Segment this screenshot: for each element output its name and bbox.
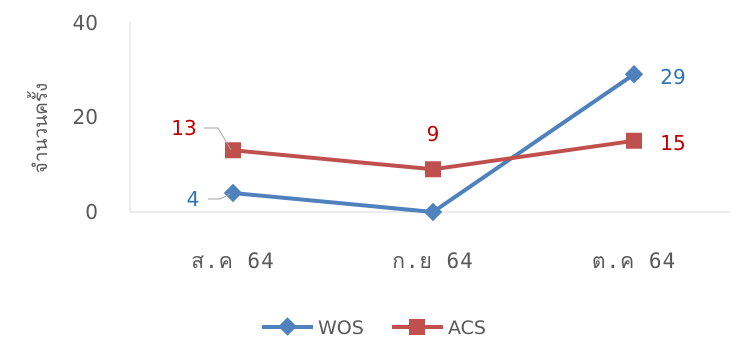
- data-point-wos-aug: [223, 183, 243, 203]
- data-point-wos-sep: [423, 202, 443, 222]
- series-acs: [225, 132, 642, 178]
- data-label-wos-aug: 4: [187, 187, 200, 211]
- legend-acs-label: ACS: [448, 317, 486, 339]
- y-tick-label-20: 20: [73, 105, 98, 129]
- data-label-wos-oct: 29: [660, 65, 685, 89]
- x-tick-label-aug: ส.ค 64: [191, 249, 274, 273]
- y-tick-label-40: 40: [73, 11, 98, 35]
- data-label-acs-sep: 9: [427, 122, 440, 146]
- y-tick-label-0: 0: [85, 200, 98, 224]
- y-axis-title: จำนวนครั้ง: [27, 83, 52, 174]
- legend-wos-marker: [278, 317, 297, 336]
- data-label-acs-oct: 15: [660, 131, 685, 155]
- leader-line-wos-aug: [208, 193, 231, 200]
- legend-wos-label: WOS: [318, 317, 364, 339]
- data-point-wos-oct: [624, 65, 644, 84]
- leader-line-acs-aug: [204, 127, 232, 151]
- data-label-acs-aug: 13: [171, 116, 196, 140]
- series-wos: [223, 65, 644, 222]
- x-tick-label-sep: ก.ย 64: [392, 249, 474, 273]
- data-point-acs-sep: [425, 161, 441, 178]
- data-point-acs-oct: [626, 132, 642, 149]
- legend: WOS ACS: [262, 317, 486, 339]
- legend-acs-marker: [409, 319, 425, 335]
- x-tick-label-oct: ต.ค 64: [592, 249, 676, 273]
